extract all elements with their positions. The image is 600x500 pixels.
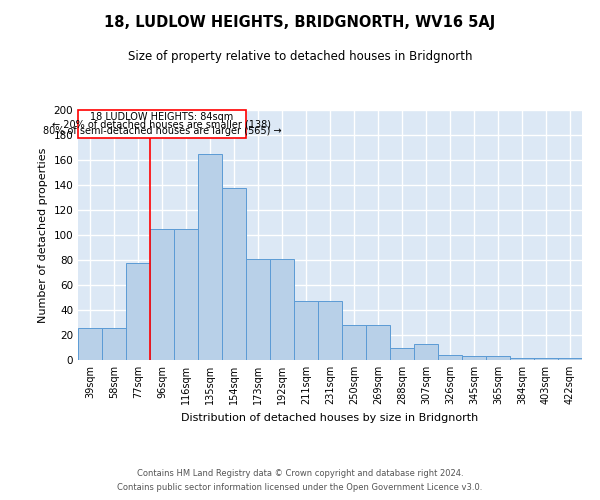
- Bar: [438, 355, 462, 360]
- Bar: [486, 356, 510, 360]
- Bar: [126, 262, 150, 360]
- Bar: [150, 229, 174, 360]
- Bar: [462, 356, 486, 360]
- Bar: [294, 301, 318, 360]
- Bar: [270, 259, 294, 360]
- Bar: [558, 358, 582, 360]
- Bar: [78, 328, 102, 360]
- Text: 18, LUDLOW HEIGHTS, BRIDGNORTH, WV16 5AJ: 18, LUDLOW HEIGHTS, BRIDGNORTH, WV16 5AJ: [104, 15, 496, 30]
- Bar: [510, 358, 534, 360]
- Text: ← 20% of detached houses are smaller (138): ← 20% of detached houses are smaller (13…: [53, 120, 271, 130]
- Bar: [534, 358, 558, 360]
- Bar: [246, 259, 270, 360]
- Text: Size of property relative to detached houses in Bridgnorth: Size of property relative to detached ho…: [128, 50, 472, 63]
- Y-axis label: Number of detached properties: Number of detached properties: [38, 148, 48, 322]
- X-axis label: Distribution of detached houses by size in Bridgnorth: Distribution of detached houses by size …: [181, 412, 479, 422]
- Text: 80% of semi-detached houses are larger (565) →: 80% of semi-detached houses are larger (…: [43, 126, 281, 136]
- Bar: [342, 325, 366, 360]
- Bar: [390, 348, 414, 360]
- Bar: [174, 229, 198, 360]
- Bar: [414, 344, 438, 360]
- Text: Contains public sector information licensed under the Open Government Licence v3: Contains public sector information licen…: [118, 484, 482, 492]
- FancyBboxPatch shape: [78, 110, 246, 138]
- Text: 18 LUDLOW HEIGHTS: 84sqm: 18 LUDLOW HEIGHTS: 84sqm: [91, 112, 233, 122]
- Bar: [222, 188, 246, 360]
- Text: Contains HM Land Registry data © Crown copyright and database right 2024.: Contains HM Land Registry data © Crown c…: [137, 468, 463, 477]
- Bar: [198, 154, 222, 360]
- Bar: [102, 328, 126, 360]
- Bar: [366, 325, 390, 360]
- Bar: [318, 301, 342, 360]
